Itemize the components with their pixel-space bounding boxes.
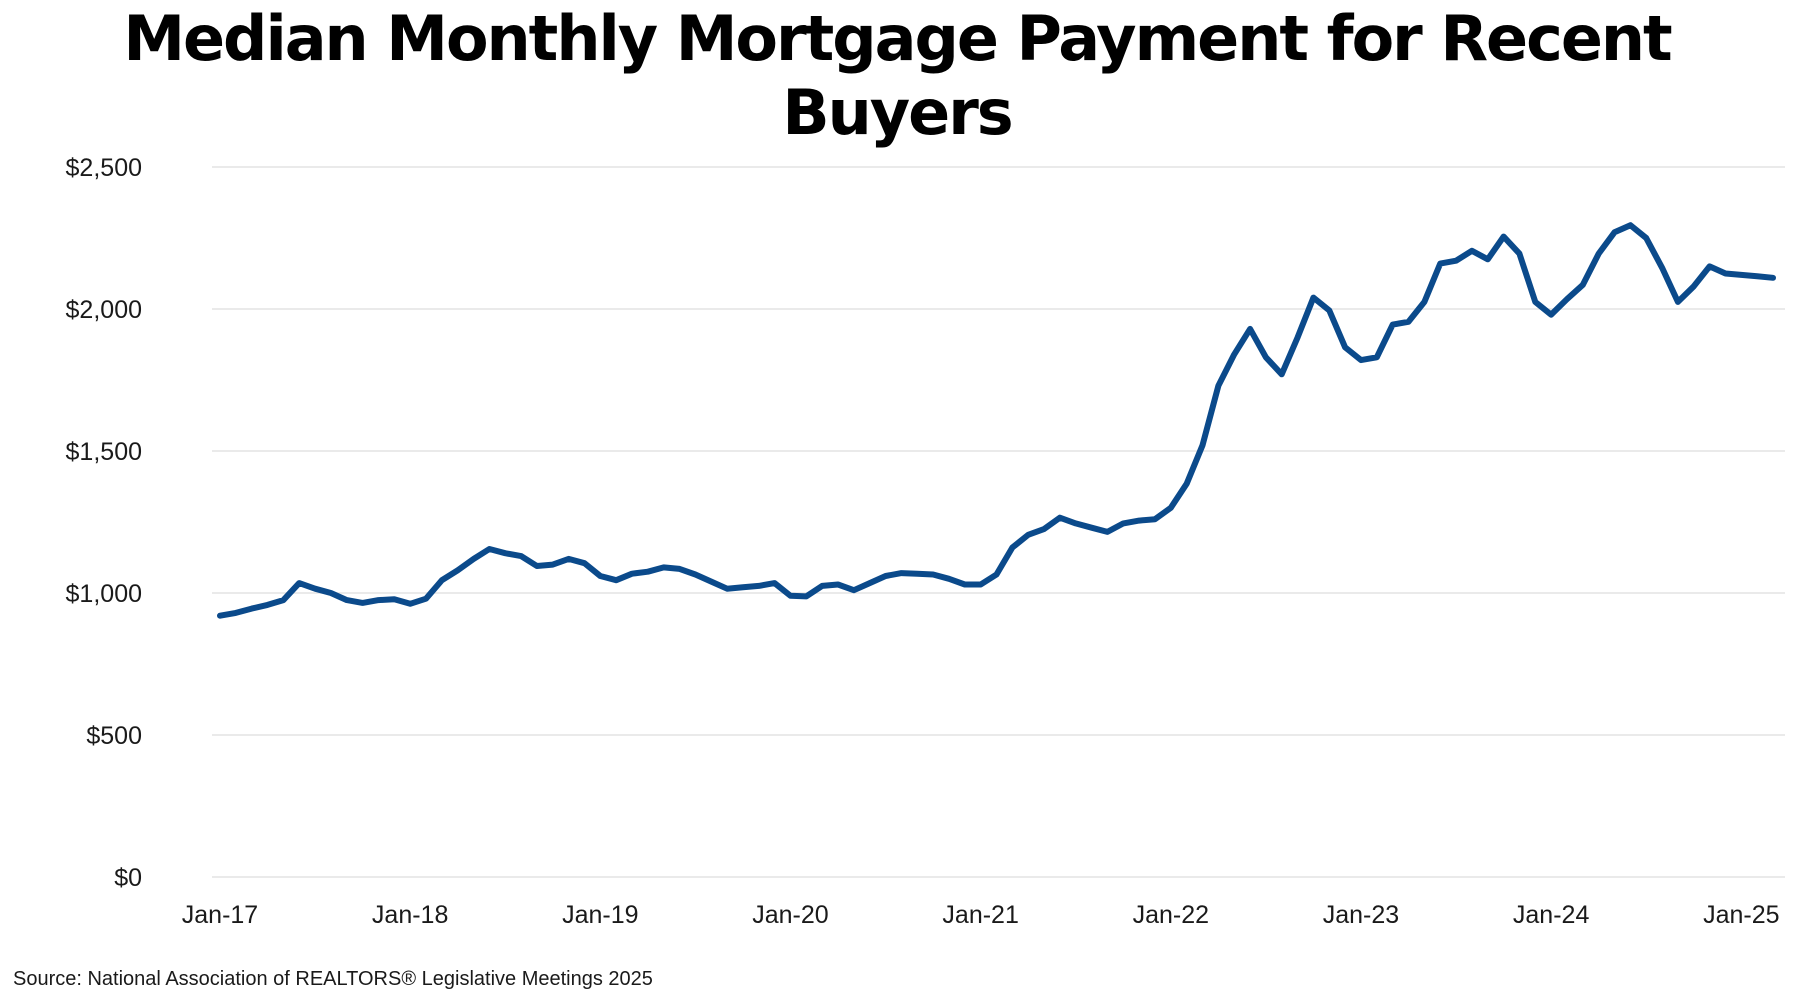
x-axis-labels: Jan-17 Jan-18 Jan-19 Jan-20 Jan-21 Jan-22 Jan-…: [182, 901, 1780, 929]
chart-title: Median Monthly Mortgage Payment for Rece…: [123, 2, 1672, 149]
source-note: Source: National Association of REALTORS…: [13, 968, 653, 990]
x-tick-label: Jan-24: [1513, 901, 1590, 929]
x-tick-label: Jan-25: [1703, 901, 1779, 929]
x-tick-label: Jan-22: [1133, 901, 1209, 929]
y-tick-label: $1,500: [66, 438, 142, 466]
x-tick-label: Jan-17: [182, 901, 258, 929]
y-tick-label: $1,000: [66, 580, 142, 608]
y-tick-label: $2,000: [66, 296, 142, 324]
x-tick-label: Jan-23: [1323, 901, 1399, 929]
y-axis-labels: $0 $500 $1,000 $1,500 $2,000 $2,500: [66, 154, 142, 892]
x-tick-label: Jan-21: [942, 901, 1018, 929]
y-tick-label: $0: [114, 864, 142, 892]
y-tick-label: $2,500: [66, 154, 142, 182]
series-line: [217, 222, 1776, 619]
x-tick-label: Jan-20: [752, 901, 828, 929]
x-tick-label: Jan-18: [372, 901, 448, 929]
gridlines: [212, 166, 1785, 878]
y-tick-label: $500: [86, 722, 142, 750]
x-tick-label: Jan-19: [562, 901, 638, 929]
